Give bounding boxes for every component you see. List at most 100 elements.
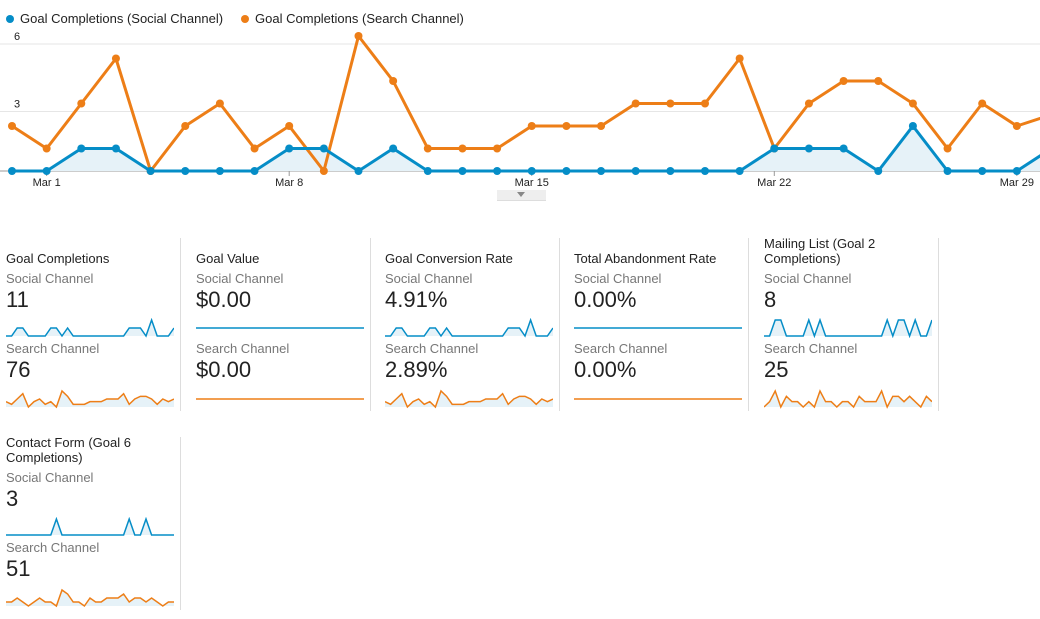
social-data-point[interactable]	[562, 167, 571, 175]
y-tick-label: 3	[14, 99, 20, 111]
search-data-point[interactable]	[354, 32, 363, 40]
search-data-point[interactable]	[8, 122, 16, 130]
sparkline-social	[764, 318, 932, 338]
search-data-point[interactable]	[874, 77, 883, 85]
sparkline-area	[6, 519, 174, 535]
search-data-point[interactable]	[804, 99, 813, 108]
search-series-line	[11, 34, 1040, 173]
sparkline-line	[385, 389, 553, 409]
metric-card[interactable]: Goal Value Social Channel $0.00 Search Chan…	[190, 238, 371, 411]
social-data-point[interactable]	[943, 167, 952, 175]
search-data-point[interactable]	[285, 122, 294, 130]
metric-value-social: 0.00%	[574, 287, 637, 312]
social-data-point[interactable]	[804, 144, 813, 153]
metric-sub-label-social: Social Channel	[574, 271, 662, 286]
sparkline-search	[574, 398, 742, 400]
social-data-point[interactable]	[77, 144, 86, 153]
social-data-point[interactable]	[666, 167, 675, 175]
sparkline-search	[764, 389, 932, 409]
search-data-point[interactable]	[701, 99, 709, 108]
search-data-point[interactable]	[978, 99, 987, 108]
search-data-point[interactable]	[631, 99, 640, 108]
search-data-point[interactable]	[527, 122, 536, 130]
sparkline-line	[6, 389, 174, 409]
social-data-point[interactable]	[1012, 167, 1021, 175]
sparkline-social	[6, 318, 174, 338]
search-data-point[interactable]	[458, 144, 467, 153]
metric-card[interactable]: Goal Completions Social Channel 11 Search C…	[0, 238, 181, 411]
search-data-point[interactable]	[111, 54, 120, 63]
social-data-point[interactable]	[458, 167, 467, 175]
sparkline-social	[574, 327, 742, 329]
search-data-point[interactable]	[77, 99, 86, 108]
social-data-point[interactable]	[42, 167, 51, 175]
social-data-point[interactable]	[8, 167, 16, 175]
metric-value-search: 0.00%	[574, 357, 637, 382]
social-data-point[interactable]	[978, 167, 987, 175]
sparkline-line	[385, 318, 553, 338]
social-data-point[interactable]	[874, 167, 883, 175]
chart-collapse-toggle[interactable]	[497, 190, 546, 201]
social-series-dot-icon	[6, 14, 14, 23]
search-data-point[interactable]	[389, 77, 398, 85]
social-data-point[interactable]	[631, 167, 640, 175]
social-data-point[interactable]	[597, 167, 606, 175]
metric-value-search: 25	[764, 357, 789, 382]
social-data-point[interactable]	[770, 144, 779, 153]
social-data-point[interactable]	[215, 167, 224, 175]
sparkline-social	[385, 318, 553, 338]
social-data-point[interactable]	[146, 167, 155, 175]
social-data-point[interactable]	[250, 167, 259, 175]
metric-sub-label-search: Search Channel	[574, 341, 668, 356]
social-data-point[interactable]	[908, 122, 917, 130]
metric-sub-label-social: Social Channel	[196, 271, 284, 286]
search-data-point[interactable]	[735, 54, 744, 63]
social-data-point[interactable]	[493, 167, 502, 175]
metric-value-social: 4.91%	[385, 287, 448, 312]
legend-label-social: Goal Completions (Social Channel)	[20, 11, 224, 26]
search-data-point[interactable]	[181, 122, 190, 130]
chart-legend: Goal Completions (Social Channel) Goal C…	[6, 11, 464, 26]
social-data-point[interactable]	[354, 167, 363, 175]
metric-card-title: Mailing List (Goal 2 Completions)	[764, 236, 876, 266]
legend-label-search: Goal Completions (Search Channel)	[255, 11, 464, 26]
search-data-point[interactable]	[493, 144, 502, 153]
social-data-point[interactable]	[111, 144, 120, 153]
social-data-point[interactable]	[389, 144, 398, 153]
search-data-point[interactable]	[943, 144, 952, 153]
sparkline-search	[6, 588, 174, 608]
sparkline-area	[764, 320, 932, 336]
legend-item-search[interactable]: Goal Completions (Search Channel)	[241, 11, 464, 26]
search-data-point[interactable]	[908, 99, 917, 108]
sparkline-search	[6, 389, 174, 409]
metric-card[interactable]: Contact Form (Goal 6 Completions) Social …	[0, 435, 181, 610]
metric-value-search: 2.89%	[385, 357, 448, 382]
social-data-point[interactable]	[735, 167, 744, 175]
search-data-point[interactable]	[42, 144, 51, 153]
search-data-point[interactable]	[423, 144, 432, 153]
metric-card[interactable]: Total Abandonment Rate Social Channel 0.00…	[568, 238, 749, 411]
x-tick-label: Mar 15	[515, 177, 549, 189]
metric-card[interactable]: Mailing List (Goal 2 Completions) Social …	[758, 236, 939, 411]
social-data-point[interactable]	[181, 167, 190, 175]
social-series-area	[12, 126, 1040, 171]
social-data-point[interactable]	[319, 144, 328, 153]
metric-sub-label-social: Social Channel	[6, 271, 94, 286]
sparkline-social	[196, 327, 364, 329]
search-data-point[interactable]	[562, 122, 571, 130]
social-data-point[interactable]	[839, 144, 848, 153]
search-data-point[interactable]	[1012, 122, 1021, 130]
search-data-point[interactable]	[839, 77, 848, 85]
social-data-point[interactable]	[701, 167, 709, 175]
search-data-point[interactable]	[319, 167, 328, 175]
legend-item-social[interactable]: Goal Completions (Social Channel)	[6, 11, 223, 26]
search-data-point[interactable]	[666, 99, 675, 108]
search-data-point[interactable]	[250, 144, 259, 153]
social-data-point[interactable]	[423, 167, 432, 175]
search-data-point[interactable]	[597, 122, 606, 130]
social-data-point[interactable]	[285, 144, 294, 153]
social-data-point[interactable]	[527, 167, 536, 175]
metric-card[interactable]: Goal Conversion Rate Social Channel 4.91% S…	[379, 238, 560, 411]
search-data-point[interactable]	[215, 99, 224, 108]
x-tick-label: Mar 22	[757, 177, 791, 189]
